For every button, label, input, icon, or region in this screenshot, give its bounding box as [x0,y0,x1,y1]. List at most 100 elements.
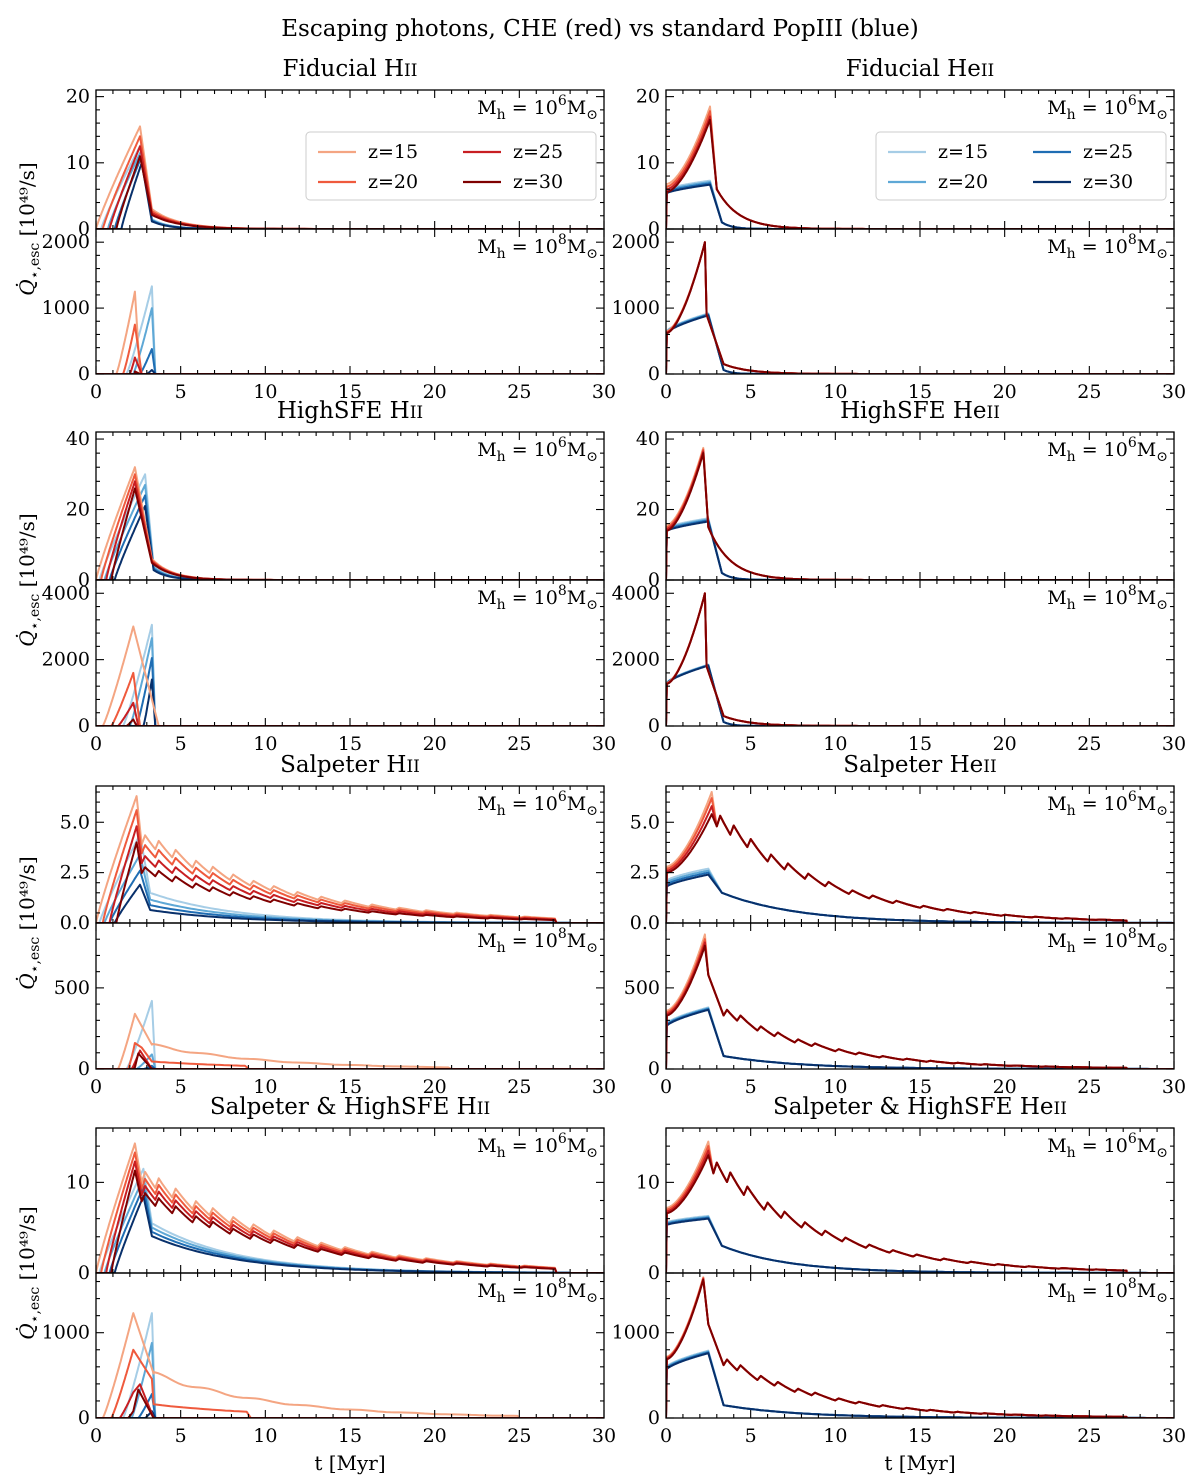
series-blue-z=30 [96,505,604,580]
y-tick-label: 0 [78,218,90,240]
series-blue-z=20 [666,1215,1173,1273]
series-blue-z=20 [96,637,604,726]
y-axis-label: Q̇⋆,esc [10⁴⁹/s] [15,162,43,295]
panel-3-top: 0 20 40 Mh = 106M⊙ [636,428,1175,591]
series-red-z=20 [666,241,1174,374]
series-red-z=15 [666,446,1173,580]
x-tick-label: 5 [745,733,757,755]
x-tick-label: 0 [660,381,672,403]
series-blue-z=30 [666,1352,1174,1418]
series-red-z=20 [96,323,604,374]
series-red-z=15 [666,241,1174,374]
panel-2-bottom-lines [96,623,604,726]
series-red-z=15 [666,933,1174,1069]
panel-3-top-lines [666,446,1173,580]
panel-7-top-lines [666,1140,1174,1273]
y-tick-label: 5.0 [630,811,660,833]
x-tick-label: 30 [1162,381,1186,403]
y-tick-label: 2000 [42,649,90,671]
x-tick-label: 30 [592,381,616,403]
x-tick-label: 5 [745,381,757,403]
x-tick-label: 30 [592,1076,616,1098]
series-red-z=20 [666,448,1173,580]
y-tick-label: 10 [66,1171,90,1193]
series-red-z=20 [666,797,1174,923]
series-blue-z=30 [666,183,1173,229]
y-tick-label: 500 [624,977,660,999]
series-red-z=25 [96,825,604,923]
panel-title: Salpeter HeII [843,752,996,778]
legend-red: z=15 z=20 z=25 z=30 [305,131,597,201]
x-tick-label: 0 [90,1076,102,1098]
panel-6-top: 0 10 Mh = 106M⊙ [66,1127,605,1284]
series-red-z=30 [666,1154,1174,1273]
x-tick-label: 15 [908,1425,932,1447]
series-blue-z=20 [96,148,603,229]
y-tick-label: 4000 [42,582,90,604]
panel-4-top: 0.0 2.5 5.0 Mh = 106M⊙ [60,785,605,934]
halo-mass-label: Mh = 108M⊙ [477,232,598,262]
panel-4-top-lines [96,795,604,923]
series-red-z=30 [96,841,604,923]
halo-mass-label: Mh = 108M⊙ [1047,232,1168,262]
halo-mass-label: Mh = 106M⊙ [1047,435,1168,465]
halo-mass-label: Mh = 106M⊙ [477,435,598,465]
series-red-z=30 [96,370,604,374]
panel-7-top: 0 10 Mh = 106M⊙ [636,1127,1175,1284]
series-blue-z=15 [96,473,604,580]
x-tick-label: 10 [253,1076,277,1098]
panel-title: HighSFE HII [277,398,423,424]
halo-mass-label: Mh = 106M⊙ [477,1131,598,1161]
series-red-z=20 [666,592,1174,726]
x-tick-label: 5 [175,381,187,403]
series-blue-z=15 [666,517,1173,580]
y-tick-label: 1000 [42,1322,90,1344]
series-blue-z=30 [666,1217,1173,1273]
panel-5-bottom: 0 500 Mh = 108M⊙ [624,922,1175,1080]
y-tick-label: 0 [78,715,90,737]
series-blue-z=15 [96,623,604,726]
series-blue-z=20 [666,663,1174,726]
halo-mass-label: Mh = 106M⊙ [477,789,598,819]
y-tick-label: 2.5 [60,862,90,884]
panel-1-bottom-lines [666,241,1174,374]
series-red-z=30 [666,813,1174,923]
x-tick-label: 25 [507,381,531,403]
series-red-z=30 [96,1169,604,1273]
legend-label: z=25 [1083,141,1133,163]
y-tick-label: 0 [648,569,660,591]
panel-6-bottom-lines [96,1312,604,1418]
figure-suptitle: Escaping photons, CHE (red) vs standard … [281,16,918,42]
series-blue-z=20 [666,518,1173,580]
series-blue-z=15 [666,867,1173,923]
series-blue-z=25 [666,313,1174,374]
series-blue-z=25 [96,1185,604,1273]
legend-label: z=30 [513,171,563,193]
series-red-z=25 [666,941,1174,1069]
panel-title: Salpeter HII [280,752,420,778]
legend-label: z=30 [1083,171,1133,193]
halo-mass-label: Mh = 106M⊙ [1047,93,1168,123]
series-blue-z=25 [96,155,603,229]
y-tick-label: 40 [66,428,90,450]
y-tick-label: 10 [66,152,90,174]
series-red-z=20 [96,671,604,726]
series-blue-z=30 [666,314,1174,374]
y-tick-label: 2.5 [630,862,660,884]
series-blue-z=15 [96,1167,604,1273]
y-tick-label: 0.0 [630,912,660,934]
x-tick-label: 25 [507,733,531,755]
series-red-z=25 [96,1160,604,1273]
series-red-z=25 [666,805,1174,923]
x-tick-label: 20 [993,733,1017,755]
y-tick-label: 0 [78,1407,90,1429]
x-tick-label: 25 [1077,1076,1101,1098]
y-tick-label: 500 [54,977,90,999]
series-red-z=25 [666,241,1174,374]
panel-5-top: 0.0 2.5 5.0 Mh = 106M⊙ [630,785,1175,934]
panel-6-bottom: 0 1000 Mh = 108M⊙ [42,1272,605,1429]
x-tick-label: 15 [338,381,362,403]
x-tick-label: 5 [745,1425,757,1447]
y-tick-label: 20 [636,499,660,521]
